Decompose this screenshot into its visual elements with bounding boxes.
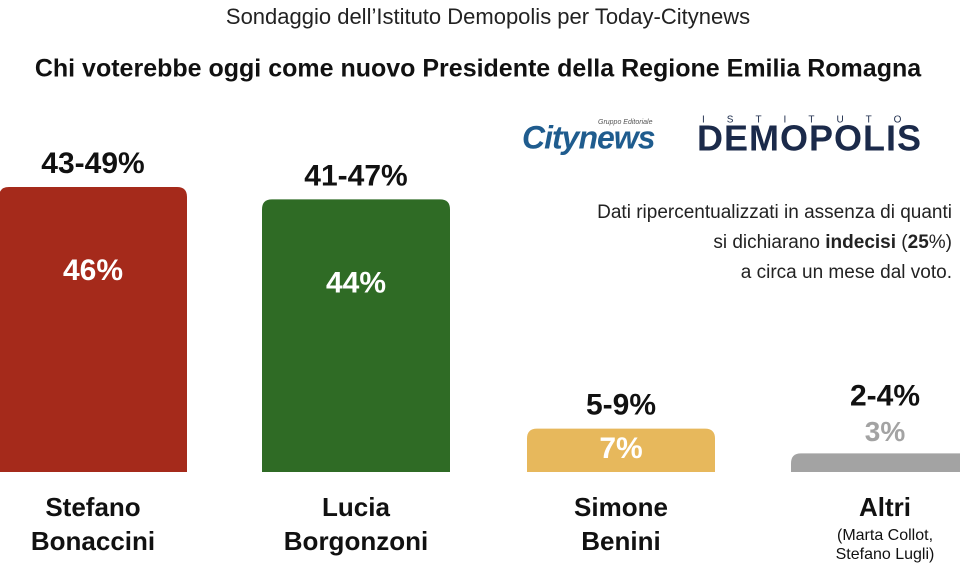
category-label: Lucia Borgonzoni	[271, 490, 441, 558]
category-name: Simone Benini	[574, 492, 668, 556]
range-label: 5-9%	[586, 389, 656, 422]
note-line: a circa un mese dal voto.	[740, 262, 952, 283]
title: Chi voterebbe oggi come nuovo Presidente…	[35, 55, 922, 83]
category-name: Lucia Borgonzoni	[283, 492, 429, 556]
bar	[527, 428, 715, 472]
logo-demopolis: DEMOPOLIS	[697, 118, 922, 159]
range-label: 2-4%	[850, 379, 920, 412]
category-label: Simone Benini	[536, 490, 706, 558]
note-text: (	[901, 232, 908, 253]
value-label: 7%	[599, 432, 642, 465]
range-label: 41-47%	[304, 159, 407, 192]
value-label: 44%	[326, 266, 386, 299]
bar	[791, 453, 960, 472]
note-text: %)	[928, 232, 952, 253]
value-label: 3%	[865, 416, 906, 447]
category-name: Stefano Bonaccini	[30, 492, 156, 556]
range-label: 43-49%	[41, 147, 144, 180]
note-bold: 25	[907, 232, 929, 253]
bar	[262, 199, 450, 473]
category-label: Altri (Marta Collot, Stefano Lugli)	[800, 490, 960, 564]
note: Dati ripercentualizzati in assenza di qu…	[492, 198, 952, 288]
bar	[0, 187, 187, 472]
logo-istituto: ISTITUTO	[702, 115, 923, 126]
category-note: (Marta Collot, Stefano Lugli)	[835, 527, 935, 563]
logo-group: Gruppo Editoriale	[598, 119, 653, 126]
note-bold: indecisi	[825, 232, 897, 253]
subtitle: Sondaggio dell’Istituto Demopolis per To…	[226, 4, 750, 29]
category-label: Stefano Bonaccini	[8, 490, 178, 558]
value-label: 46%	[63, 254, 123, 287]
note-text: si dichiarano	[713, 232, 820, 253]
note-line: si dichiarano indecisi (25%)	[492, 228, 952, 258]
note-line: Dati ripercentualizzati in assenza di qu…	[597, 202, 952, 223]
category-name: Altri	[859, 492, 911, 522]
logo-citynews: Citynews	[522, 119, 655, 155]
